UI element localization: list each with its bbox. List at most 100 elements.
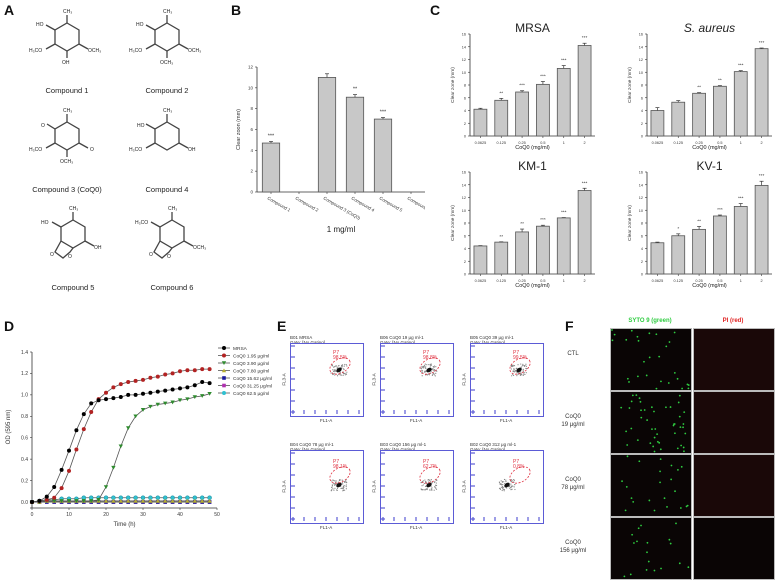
significance-marker: ***: [380, 110, 387, 116]
svg-text:1: 1: [740, 141, 742, 145]
svg-text:0.0625: 0.0625: [475, 141, 487, 145]
significance-marker: ***: [519, 83, 525, 89]
row-label: CoQ0 156 μg/ml: [559, 540, 587, 555]
column-label-pi: PI (red): [722, 318, 744, 324]
svg-text:0.6: 0.6: [21, 436, 28, 442]
significance-marker: ***: [759, 173, 765, 179]
svg-text:0.25: 0.25: [695, 279, 702, 283]
y-axis-label: FL3-A: [371, 373, 377, 386]
svg-text:50: 50: [214, 512, 220, 518]
panel-label-b: B: [231, 2, 242, 18]
svg-text:HO: HO: [36, 22, 44, 28]
pi-image: [693, 454, 775, 517]
y-axis-label: Clear zone (mm): [627, 67, 633, 103]
chart-title: S. aureus: [684, 22, 735, 35]
svg-text:0.25: 0.25: [518, 141, 525, 145]
svg-text:0.5: 0.5: [717, 141, 722, 145]
svg-text:10: 10: [462, 209, 466, 213]
x-axis-label: CoQ0 (mg/ml): [515, 283, 550, 288]
svg-text:OH: OH: [94, 245, 102, 251]
svg-text:0.5: 0.5: [717, 279, 722, 283]
svg-text:16: 16: [462, 33, 466, 37]
microscopy-panel: SYTO 9 (green) PI (red) CTL CoQ0 19 μg/ml C…: [530, 315, 782, 580]
gate-percent: 0.8%: [513, 464, 525, 470]
y-axis-label: FL3-A: [371, 480, 377, 493]
svg-text:H₃CO: H₃CO: [135, 220, 148, 226]
significance-marker: ***: [540, 73, 546, 79]
compound-name: Compound 4: [145, 185, 189, 194]
svg-text:10: 10: [639, 71, 643, 75]
significance-marker: ***: [268, 133, 275, 139]
svg-text:6: 6: [464, 96, 466, 100]
svg-text:0.125: 0.125: [673, 141, 683, 145]
gate-percent: 98.8%: [423, 355, 438, 361]
svg-text:0: 0: [641, 273, 643, 277]
panel-label-e: E: [277, 318, 287, 334]
svg-text:HO: HO: [41, 220, 49, 226]
bar: [494, 241, 509, 275]
significance-marker: **: [499, 234, 503, 240]
svg-text:1: 1: [563, 141, 565, 145]
significance-marker: *: [677, 226, 679, 232]
flow-plot: P7 98.1%: [290, 450, 364, 524]
svg-text:O: O: [50, 252, 54, 258]
legend-entry: CoQ0 7.80 μg/ml: [233, 368, 269, 374]
flow-plot-title: B05 CoQ0 39 μg ml-1Gate: [No Gating]: [470, 335, 514, 345]
bar: [577, 190, 592, 275]
bar: [536, 83, 550, 137]
gate-name: P7: [513, 459, 519, 465]
compound-name: Compound 1: [45, 86, 89, 95]
row-label: CTL: [567, 351, 579, 357]
bar: [494, 99, 509, 137]
bar: [754, 48, 769, 137]
svg-text:2: 2: [641, 260, 643, 264]
pi-image: [693, 328, 775, 391]
svg-text:OCH₃: OCH₃: [88, 48, 101, 54]
y-axis-label: FL3-A: [281, 373, 287, 386]
significance-marker: **: [520, 221, 524, 227]
svg-text:14: 14: [639, 183, 643, 187]
bar: [536, 225, 550, 275]
significance-marker: **: [499, 90, 503, 96]
legend-entry: CoQ0 31.25 μg/ml: [233, 383, 272, 389]
svg-text:6: 6: [250, 127, 253, 132]
bar: [671, 101, 686, 137]
svg-text:Compound 4: Compound 4: [351, 196, 376, 213]
svg-text:14: 14: [639, 45, 643, 49]
significance-marker: **: [697, 85, 701, 91]
svg-text:OH: OH: [62, 60, 70, 66]
svg-text:16: 16: [639, 33, 643, 37]
y-axis-label: Clear zone (mm): [450, 205, 456, 241]
compound-name: Compound 3 (CoQ0): [32, 185, 102, 194]
svg-text:O: O: [41, 123, 45, 129]
svg-text:8: 8: [641, 84, 643, 88]
svg-text:O: O: [68, 254, 72, 260]
svg-text:30: 30: [140, 512, 146, 518]
svg-text:0.125: 0.125: [496, 141, 506, 145]
flow-plot: P7 62.7%: [380, 450, 454, 524]
bar: [473, 108, 488, 137]
bar-chart-compounds: 0 2 4 6 8 10 12 *** Compound 1 Compound 2 Compound…: [236, 65, 425, 234]
bar: [650, 110, 665, 137]
bar: [692, 92, 706, 137]
svg-text:Compound 5: Compound 5: [379, 196, 404, 213]
svg-text:CH₃: CH₃: [63, 108, 72, 114]
svg-text:CH₃: CH₃: [63, 9, 72, 15]
svg-text:0.2: 0.2: [21, 478, 28, 484]
svg-text:2: 2: [250, 169, 253, 174]
bar: [671, 235, 686, 275]
svg-text:6: 6: [641, 96, 643, 100]
svg-text:10: 10: [248, 85, 254, 90]
panel-label-a: A: [4, 2, 15, 18]
bar: [515, 231, 529, 275]
chart-title: MRSA: [515, 22, 550, 35]
svg-text:16: 16: [462, 171, 466, 175]
svg-text:1.4: 1.4: [21, 350, 28, 356]
bar: [733, 71, 748, 137]
gate-percent: 98.1%: [333, 464, 348, 470]
flow-plot: P7 0.8%: [470, 450, 544, 524]
syto9-image: [610, 454, 692, 517]
svg-text:1.0: 1.0: [21, 393, 28, 399]
